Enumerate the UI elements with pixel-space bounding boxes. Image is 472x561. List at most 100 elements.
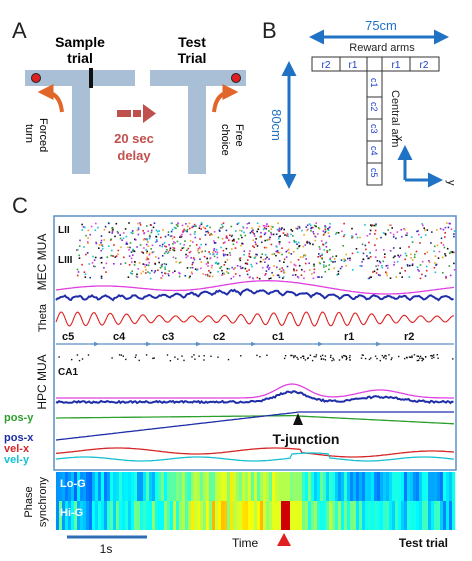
- spike-dot: [251, 265, 253, 268]
- spike-dot: [450, 228, 453, 230]
- spike-dot: [325, 226, 327, 228]
- heatmap-cell: [284, 501, 288, 530]
- heatmap-cell: [413, 472, 417, 501]
- spike-dot: [446, 247, 449, 250]
- spike-dot: [181, 233, 183, 236]
- spike-dot: [265, 273, 267, 275]
- spike-dot: [100, 241, 102, 244]
- spike-dot: [333, 267, 335, 270]
- heatmap-cell: [281, 472, 285, 501]
- spike-dot: [319, 248, 321, 250]
- spike-dot: [343, 260, 345, 263]
- spike-dot: [424, 229, 426, 231]
- heatmap-cell: [254, 472, 258, 501]
- heatmap-cell: [212, 472, 216, 501]
- spike-dot: [202, 226, 205, 229]
- spike-dot: [164, 235, 167, 238]
- spike-dot: [318, 246, 321, 248]
- spike-dot: [114, 256, 117, 258]
- spike-dot: [192, 241, 194, 243]
- spike-dot: [349, 354, 351, 357]
- spike-dot: [134, 356, 137, 358]
- spike-dot: [309, 354, 312, 356]
- spike-dot: [233, 238, 235, 241]
- heatmap-cell: [314, 472, 318, 501]
- spike-dot: [311, 273, 313, 275]
- spike-dot: [453, 262, 455, 265]
- spike-dot: [298, 225, 301, 228]
- spike-dot: [389, 232, 392, 234]
- heatmap-cell: [77, 501, 81, 530]
- spike-dot: [167, 252, 169, 254]
- spike-dot: [100, 277, 103, 279]
- spike-dot: [166, 249, 168, 251]
- heatmap-cell: [125, 472, 129, 501]
- heatmap-cell: [98, 472, 102, 501]
- spike-dot: [155, 229, 158, 232]
- spike-dot: [250, 230, 253, 233]
- heatmap-cell: [446, 472, 450, 501]
- spike-dot: [153, 271, 156, 274]
- mec-raster: [76, 222, 456, 280]
- spike-dot: [246, 270, 248, 272]
- spike-dot: [428, 260, 430, 262]
- spike-dot: [302, 355, 304, 357]
- spike-dot: [341, 265, 343, 268]
- spike-dot: [295, 269, 298, 272]
- seg-label-c5: c5: [62, 331, 74, 343]
- spike-dot: [193, 223, 196, 226]
- spike-dot: [173, 249, 176, 252]
- spike-dot: [236, 265, 239, 267]
- spike-dot: [77, 271, 80, 273]
- spike-dot: [278, 260, 281, 262]
- spike-dot: [171, 228, 174, 231]
- spike-dot: [237, 222, 240, 224]
- spike-dot: [368, 358, 371, 361]
- spike-dot: [273, 265, 275, 267]
- heatmap-cell: [191, 501, 195, 530]
- spike-dot: [89, 233, 92, 236]
- spike-dot: [428, 261, 431, 264]
- heatmap-cell: [80, 501, 84, 530]
- hpc-mua-traces: [55, 383, 454, 405]
- spike-dot: [91, 262, 94, 264]
- spike-dot: [256, 253, 258, 256]
- spike-dot: [431, 357, 433, 359]
- spike-dot: [139, 222, 141, 224]
- spike-dot: [225, 271, 228, 273]
- spike-dot: [169, 247, 172, 250]
- spike-dot: [267, 264, 269, 267]
- heatmap-cell: [65, 472, 69, 501]
- spike-dot: [409, 264, 411, 267]
- spike-dot: [371, 224, 374, 226]
- spike-dot: [148, 254, 151, 256]
- heatmap-cell: [86, 501, 90, 530]
- spike-dot: [161, 265, 163, 268]
- spike-dot: [189, 275, 191, 278]
- spike-dot: [276, 274, 279, 276]
- spike-dot: [220, 266, 223, 268]
- heatmap-cell: [212, 501, 216, 530]
- spike-dot: [338, 359, 341, 361]
- spike-dot: [112, 255, 114, 257]
- spike-dot: [224, 253, 227, 256]
- spike-dot: [157, 233, 160, 236]
- spike-dot: [239, 257, 242, 259]
- xy-axes: x y: [393, 136, 457, 188]
- spike-dot: [181, 230, 184, 233]
- spike-dot: [374, 224, 377, 227]
- spike-dot: [288, 252, 290, 254]
- spike-dot: [153, 222, 156, 224]
- spike-dot: [100, 256, 103, 259]
- spike-dot: [436, 229, 438, 231]
- spike-dot: [332, 357, 334, 360]
- spike-dot: [287, 235, 289, 238]
- spike-dot: [160, 277, 163, 280]
- spike-dot: [447, 226, 450, 229]
- spike-dot: [173, 247, 176, 250]
- spike-dot: [244, 267, 247, 270]
- spike-dot: [318, 253, 320, 255]
- spike-dot: [172, 246, 174, 249]
- spike-dot: [173, 226, 176, 229]
- spike-dot: [329, 249, 331, 251]
